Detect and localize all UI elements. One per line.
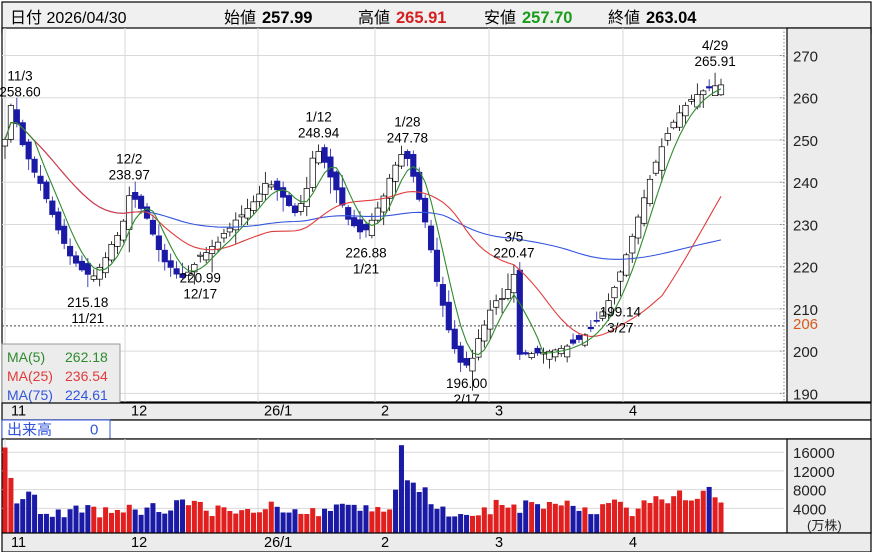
svg-text:200: 200 bbox=[793, 344, 818, 361]
svg-text:12: 12 bbox=[131, 404, 147, 420]
svg-text:206: 206 bbox=[793, 316, 818, 333]
svg-text:11: 11 bbox=[11, 404, 26, 420]
svg-text:26/1: 26/1 bbox=[264, 404, 292, 420]
svg-text:220: 220 bbox=[793, 260, 818, 277]
svg-text:236.54: 236.54 bbox=[65, 368, 108, 384]
svg-text:226.88: 226.88 bbox=[345, 246, 386, 261]
svg-text:安値: 安値 bbox=[484, 9, 516, 27]
svg-text:270: 270 bbox=[793, 49, 818, 66]
svg-text:263.04: 263.04 bbox=[646, 9, 697, 27]
svg-text:11/3: 11/3 bbox=[7, 69, 32, 84]
svg-text:262.18: 262.18 bbox=[65, 349, 108, 365]
svg-text:終値: 終値 bbox=[608, 9, 640, 27]
svg-text:始値: 始値 bbox=[224, 9, 256, 27]
svg-text:11: 11 bbox=[11, 535, 26, 551]
svg-text:199.14: 199.14 bbox=[600, 304, 642, 319]
svg-text:1/12: 1/12 bbox=[305, 110, 331, 125]
svg-text:3/27: 3/27 bbox=[607, 320, 633, 335]
svg-text:4000: 4000 bbox=[793, 501, 826, 518]
svg-text:190: 190 bbox=[793, 386, 818, 403]
svg-text:MA(25): MA(25) bbox=[7, 368, 53, 384]
svg-text:MA(75): MA(75) bbox=[7, 387, 53, 403]
svg-text:2: 2 bbox=[381, 535, 389, 551]
svg-text:265.91: 265.91 bbox=[396, 9, 446, 27]
svg-text:12000: 12000 bbox=[793, 464, 835, 481]
svg-text:12/2: 12/2 bbox=[116, 152, 142, 167]
svg-text:12/17: 12/17 bbox=[183, 287, 217, 302]
svg-text:215.18: 215.18 bbox=[67, 295, 108, 310]
svg-text:MA(5): MA(5) bbox=[7, 349, 45, 365]
svg-text:4/29: 4/29 bbox=[702, 38, 728, 53]
svg-text:247.78: 247.78 bbox=[387, 130, 428, 145]
svg-text:258.60: 258.60 bbox=[0, 85, 41, 100]
svg-text:0: 0 bbox=[90, 422, 98, 439]
svg-text:16000: 16000 bbox=[793, 445, 835, 462]
svg-text:高値: 高値 bbox=[358, 9, 390, 27]
svg-text:224.61: 224.61 bbox=[65, 387, 108, 403]
svg-text:257.99: 257.99 bbox=[262, 9, 312, 27]
svg-text:12: 12 bbox=[131, 535, 147, 551]
svg-text:4: 4 bbox=[629, 404, 637, 420]
svg-text:230: 230 bbox=[793, 217, 818, 234]
svg-text:248.94: 248.94 bbox=[298, 126, 340, 141]
svg-text:220.99: 220.99 bbox=[180, 271, 221, 286]
svg-text:3: 3 bbox=[495, 535, 503, 551]
svg-text:出来高: 出来高 bbox=[7, 422, 52, 439]
svg-text:日付 2026/04/30: 日付 2026/04/30 bbox=[10, 9, 127, 27]
svg-text:3/5: 3/5 bbox=[505, 230, 524, 245]
svg-text:196.00: 196.00 bbox=[446, 376, 487, 391]
svg-text:26/1: 26/1 bbox=[264, 535, 292, 551]
svg-text:240: 240 bbox=[793, 175, 818, 192]
svg-text:8000: 8000 bbox=[793, 483, 826, 500]
svg-text:4: 4 bbox=[629, 535, 637, 551]
svg-text:260: 260 bbox=[793, 91, 818, 108]
svg-text:(万株): (万株) bbox=[807, 518, 842, 533]
svg-text:265.91: 265.91 bbox=[694, 54, 735, 69]
svg-text:2: 2 bbox=[381, 404, 389, 420]
svg-text:257.70: 257.70 bbox=[522, 9, 572, 27]
svg-text:11/21: 11/21 bbox=[71, 311, 104, 326]
svg-text:1/21: 1/21 bbox=[353, 262, 379, 277]
svg-text:220.47: 220.47 bbox=[493, 246, 534, 261]
svg-text:1/28: 1/28 bbox=[394, 114, 420, 129]
svg-text:3: 3 bbox=[495, 404, 503, 420]
svg-text:250: 250 bbox=[793, 133, 818, 150]
svg-text:238.97: 238.97 bbox=[109, 168, 150, 183]
